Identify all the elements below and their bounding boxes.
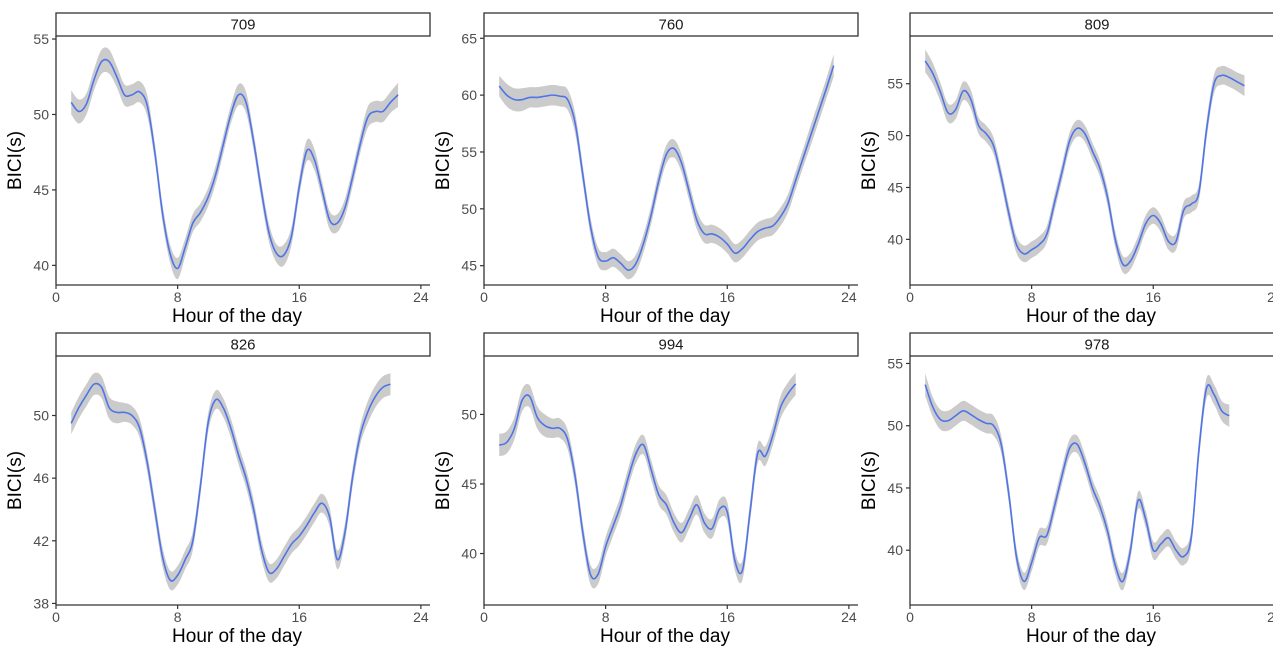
panel-760-y-tick-label: 50 — [461, 201, 477, 217]
panel-809-confidence-band — [925, 49, 1245, 275]
panel-809-smooth-line — [924, 60, 1245, 267]
panel-994-x-tick-label: 0 — [480, 609, 488, 625]
panel-826-x-tick-label: 24 — [413, 609, 429, 625]
panel-809-x-axis-title: Hour of the day — [1026, 306, 1156, 327]
panel-994-x-axis-title: Hour of the day — [600, 626, 730, 646]
panel-994-strip — [483, 332, 859, 357]
panel-826-x-tick-label: 16 — [291, 609, 307, 625]
panel-994-smooth-line — [498, 383, 797, 580]
panel-760-confidence-band — [499, 54, 834, 280]
panel-760-y-axis-title: BICI(s) — [433, 131, 454, 190]
panel-826: 826 0 8 16 24 38 42 46 50 Hour of the day BICI(s) — [5, 332, 431, 646]
panel-994: 994 0 8 16 24 40 45 50 Hour of the day BICI(s) — [433, 332, 859, 646]
panel-994-y-tick-label: 50 — [461, 406, 477, 422]
panel-760-x-tick-label: 24 — [841, 289, 857, 305]
panel-809: 809 0 8 16 24 40 45 50 55 Hour of the day BICI(s) — [859, 12, 1273, 327]
panel-709-x-tick-label: 8 — [174, 289, 182, 305]
panel-809-y-axis-title: BICI(s) — [859, 131, 880, 190]
panel-709-confidence-band — [71, 47, 399, 280]
panel-994-x-tick-label: 24 — [841, 609, 857, 625]
panel-709-y-tick-label: 50 — [33, 106, 49, 122]
panel-809-x-tick-label: 8 — [1028, 289, 1036, 305]
panel-994-strip-label: 994 — [658, 337, 683, 354]
panel-760-y-tick-label: 60 — [461, 87, 477, 103]
panel-760-y-tick-label: 45 — [461, 258, 477, 274]
panel-809-x-tick-label: 0 — [906, 289, 914, 305]
panel-809-x-tick-label: 16 — [1145, 289, 1161, 305]
panel-709-x-tick-label: 16 — [291, 289, 307, 305]
panel-809-strip-label: 809 — [1084, 17, 1109, 34]
panel-978-y-tick-label: 55 — [887, 355, 903, 371]
panel-978-x-tick-label: 0 — [906, 609, 914, 625]
panel-760-strip-label: 760 — [658, 17, 683, 34]
panel-809-y-tick-label: 45 — [887, 179, 903, 195]
panel-978-y-tick-label: 50 — [887, 418, 903, 434]
panel-978-x-tick-label: 16 — [1145, 609, 1161, 625]
panel-709-x-tick-label: 24 — [413, 289, 429, 305]
panel-826-strip-label: 826 — [230, 337, 255, 354]
panel-978-strip-label: 978 — [1084, 337, 1109, 354]
panel-760: 760 0 8 16 24 45 50 55 60 65 Hour of the day BICI(s… — [433, 12, 859, 327]
panel-994-y-axis-title: BICI(s) — [433, 451, 454, 510]
panel-709-x-tick-label: 0 — [52, 289, 60, 305]
panel-994-y-tick-label: 40 — [461, 546, 477, 562]
panel-978-x-tick-label: 24 — [1267, 609, 1273, 625]
panel-760-x-tick-label: 8 — [602, 289, 610, 305]
panel-709-y-axis-title: BICI(s) — [5, 131, 26, 190]
panel-709-y-tick-label: 45 — [33, 182, 49, 198]
panel-978-y-tick-label: 45 — [887, 480, 903, 496]
panel-709: 709 0 8 16 24 40 45 50 55 Hour of the day BICI(s) — [5, 12, 431, 327]
panel-826-x-axis-title: Hour of the day — [172, 626, 302, 646]
panel-760-y-tick-label: 65 — [461, 30, 477, 46]
panel-809-strip — [909, 12, 1273, 37]
panel-760-x-tick-label: 0 — [480, 289, 488, 305]
panel-709-y-tick-label: 40 — [33, 257, 49, 273]
panel-978-y-axis-title: BICI(s) — [859, 451, 880, 510]
panel-826-y-tick-label: 38 — [33, 595, 49, 611]
panel-826-y-tick-label: 42 — [33, 533, 49, 549]
panel-994-x-tick-label: 8 — [602, 609, 610, 625]
panel-978-strip — [909, 332, 1273, 357]
panel-978-y-tick-label: 40 — [887, 542, 903, 558]
panel-709-strip — [55, 12, 431, 37]
panel-760-smooth-line — [498, 65, 835, 272]
panel-826-x-tick-label: 8 — [174, 609, 182, 625]
panel-978-x-axis-title: Hour of the day — [1026, 626, 1156, 646]
panel-826-y-axis-title: BICI(s) — [5, 451, 26, 510]
panel-760-y-tick-label: 55 — [461, 144, 477, 160]
panel-760-strip — [483, 12, 859, 37]
panel-709-y-tick-label: 55 — [33, 31, 49, 47]
panel-826-y-tick-label: 46 — [33, 470, 49, 486]
panel-809-y-tick-label: 50 — [887, 128, 903, 144]
panel-826-confidence-band — [71, 372, 391, 591]
panel-978: 978 0 8 16 24 40 45 50 55 Hour of the day BICI(s) — [859, 332, 1273, 646]
panel-994-y-tick-label: 45 — [461, 476, 477, 492]
panel-760-x-axis-title: Hour of the day — [600, 306, 730, 327]
panel-709-x-axis-title: Hour of the day — [172, 306, 302, 327]
panel-809-x-tick-label: 24 — [1267, 289, 1273, 305]
panel-994-x-tick-label: 16 — [719, 609, 735, 625]
panel-826-smooth-line — [70, 382, 391, 582]
panel-978-smooth-line — [924, 384, 1230, 583]
panel-994-confidence-band — [499, 372, 796, 589]
panel-978-x-tick-label: 8 — [1028, 609, 1036, 625]
panel-978-confidence-band — [925, 373, 1230, 591]
panel-809-y-tick-label: 40 — [887, 231, 903, 247]
panel-826-x-tick-label: 0 — [52, 609, 60, 625]
panel-809-y-tick-label: 55 — [887, 76, 903, 92]
panel-709-smooth-line — [70, 58, 399, 270]
panel-826-strip — [55, 332, 431, 357]
panel-760-x-tick-label: 16 — [719, 289, 735, 305]
panel-709-strip-label: 709 — [230, 17, 255, 34]
panel-826-y-tick-label: 50 — [33, 408, 49, 424]
